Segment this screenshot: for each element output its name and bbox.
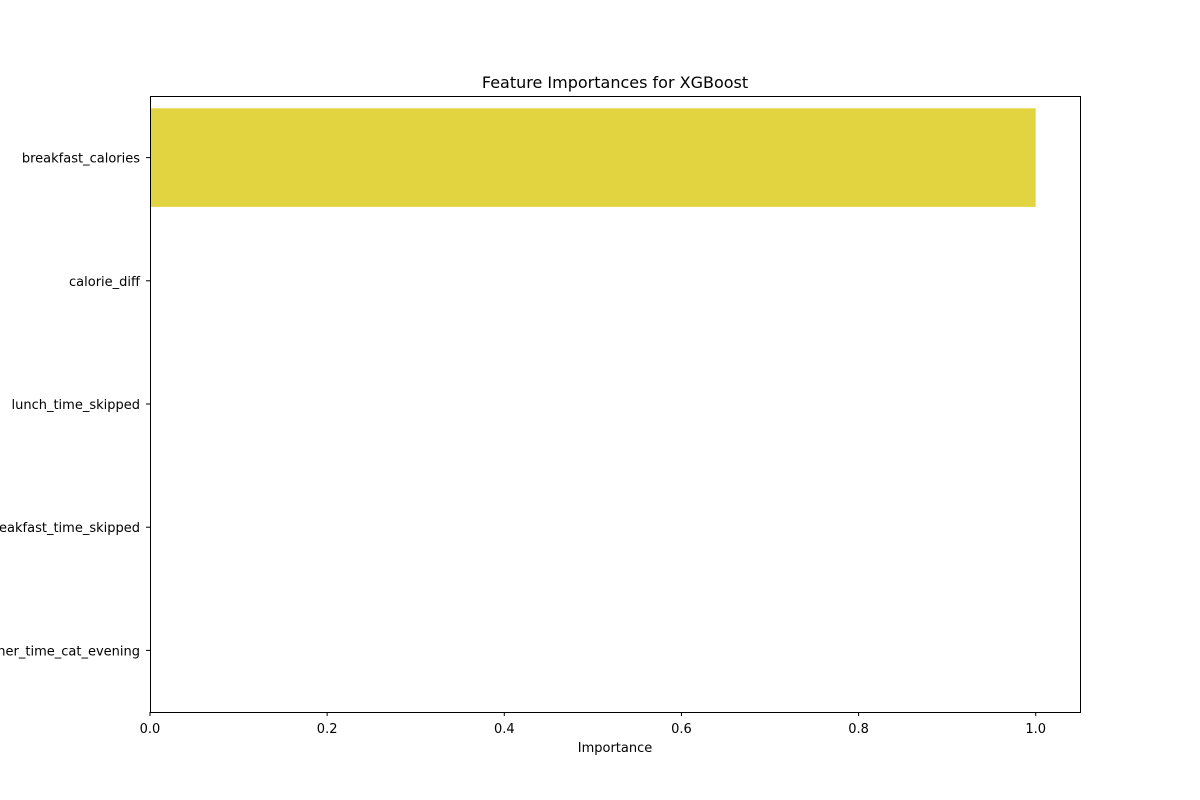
bar-breakfast-calories: [150, 108, 1036, 207]
plot-area-frame: [150, 96, 1081, 713]
y-tick-label: breakfast_calories: [22, 152, 140, 167]
x-tick-label: 0.6: [671, 722, 692, 737]
y-axis-ticks: breakfast_calories calorie_diff lunch_time…: [0, 152, 150, 659]
bars-layer: [150, 108, 1036, 207]
x-tick-label: 0.2: [317, 722, 338, 737]
y-tick-label: breakfast_time_skipped: [0, 521, 140, 536]
x-axis-ticks: 0.0 0.2 0.4 0.6 0.8 1.0: [140, 712, 1046, 737]
x-tick-label: 0.8: [848, 722, 869, 737]
x-axis-label: Importance: [578, 741, 653, 756]
x-tick-label: 0.0: [140, 722, 161, 737]
y-tick-label: dinner_time_cat_evening: [0, 644, 140, 659]
x-tick-label: 0.4: [494, 722, 515, 737]
x-tick-label: 1.0: [1025, 722, 1046, 737]
y-tick-label: lunch_time_skipped: [11, 398, 140, 413]
chart-title: Feature Importances for XGBoost: [482, 73, 748, 92]
y-tick-label: calorie_diff: [69, 275, 141, 290]
